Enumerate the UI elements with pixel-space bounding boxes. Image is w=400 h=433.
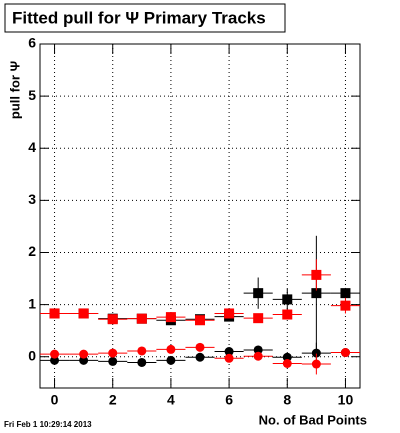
marker bbox=[49, 308, 60, 319]
x-tick-label: 8 bbox=[283, 392, 291, 408]
marker bbox=[282, 309, 293, 320]
y-axis-label: pull for Ψ bbox=[7, 61, 22, 119]
marker bbox=[311, 269, 322, 280]
marker bbox=[108, 348, 118, 358]
marker bbox=[195, 315, 205, 326]
y-tick-label: 6 bbox=[28, 35, 36, 51]
marker bbox=[136, 313, 147, 324]
marker bbox=[282, 359, 292, 369]
y-tick-label: 0 bbox=[28, 347, 36, 363]
x-tick-label: 10 bbox=[338, 392, 354, 408]
marker bbox=[253, 345, 263, 355]
y-tick-label: 2 bbox=[28, 243, 36, 259]
x-tick-label: 0 bbox=[51, 392, 59, 408]
marker bbox=[137, 357, 147, 367]
marker bbox=[311, 348, 321, 358]
marker bbox=[340, 288, 351, 299]
marker bbox=[79, 349, 89, 359]
marker bbox=[79, 355, 89, 365]
marker bbox=[253, 313, 264, 324]
marker bbox=[137, 346, 147, 356]
marker bbox=[107, 314, 118, 325]
x-axis-label: No. of Bad Points bbox=[259, 412, 367, 427]
marker bbox=[166, 344, 176, 354]
marker bbox=[165, 312, 176, 323]
marker bbox=[195, 342, 205, 352]
chart-title: Fitted pull for Ψ Primary Tracks bbox=[12, 8, 266, 27]
marker bbox=[195, 352, 205, 362]
marker bbox=[50, 349, 60, 359]
marker bbox=[253, 288, 264, 299]
marker bbox=[282, 294, 293, 305]
marker bbox=[78, 308, 89, 319]
x-tick-label: 4 bbox=[167, 392, 175, 408]
title-box bbox=[4, 3, 286, 33]
marker bbox=[224, 308, 235, 319]
footer: Fri Feb 1 10:29:14 2013 bbox=[4, 420, 92, 429]
marker bbox=[50, 355, 60, 365]
plot-frame bbox=[39, 43, 361, 389]
marker bbox=[108, 356, 118, 366]
marker bbox=[311, 288, 322, 299]
marker bbox=[224, 347, 234, 357]
marker bbox=[340, 300, 351, 311]
y-tick-label: 3 bbox=[28, 191, 36, 207]
marker bbox=[224, 353, 234, 363]
y-tick-label: 1 bbox=[28, 295, 36, 311]
marker bbox=[311, 359, 321, 369]
marker bbox=[166, 355, 176, 365]
marker bbox=[340, 348, 350, 358]
y-tick-label: 4 bbox=[28, 139, 36, 155]
x-tick-label: 6 bbox=[225, 392, 233, 408]
y-tick-label: 5 bbox=[28, 87, 36, 103]
marker bbox=[253, 351, 263, 361]
marker bbox=[282, 352, 292, 362]
x-tick-label: 2 bbox=[109, 392, 117, 408]
